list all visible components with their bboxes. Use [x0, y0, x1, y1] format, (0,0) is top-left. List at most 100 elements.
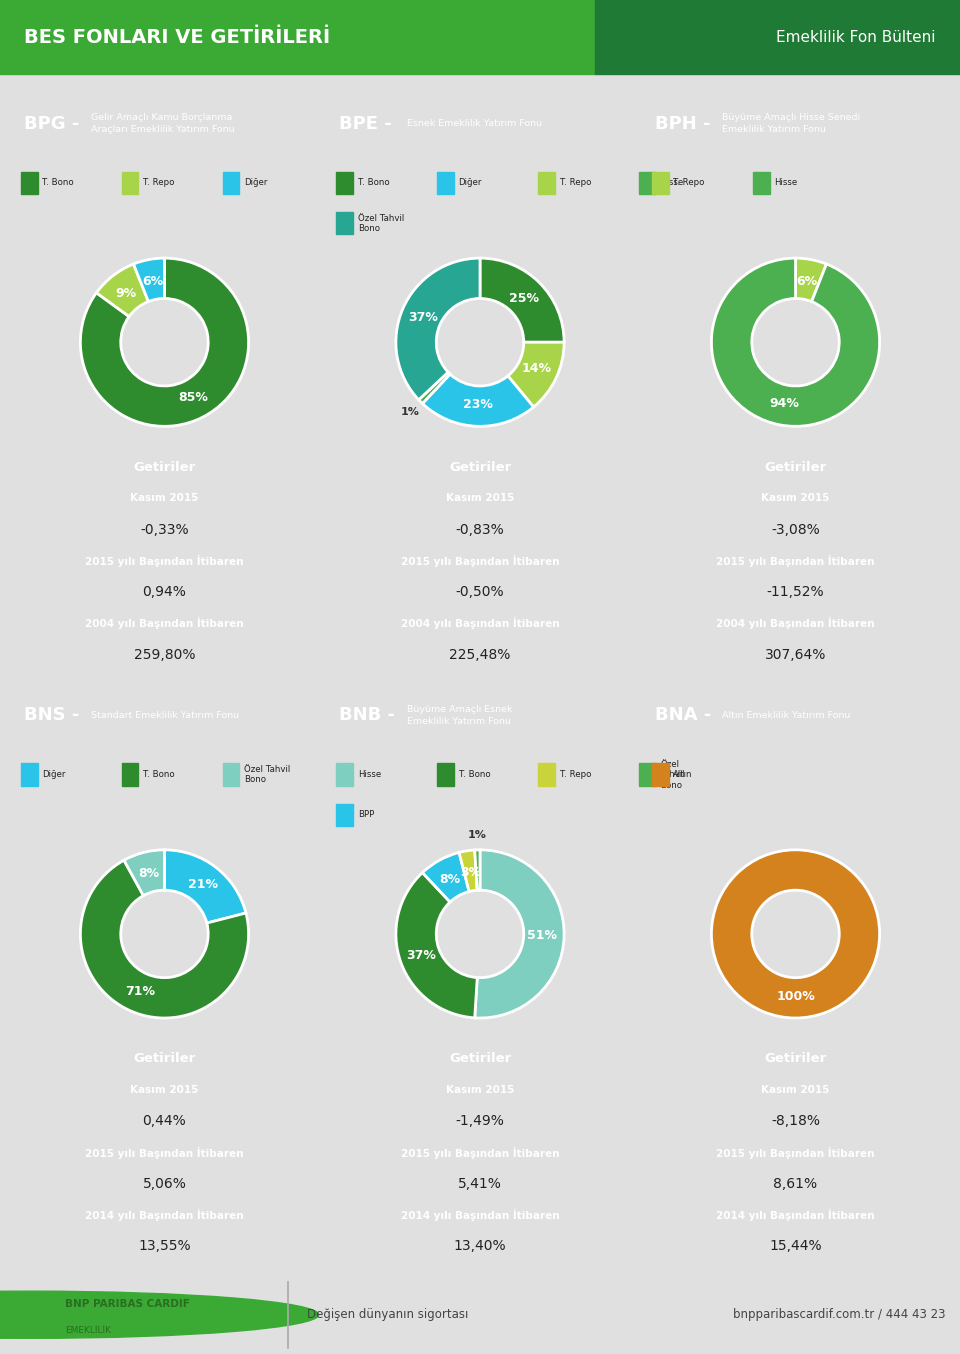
- Text: BPH -: BPH -: [655, 115, 710, 133]
- Text: Altın: Altın: [673, 770, 693, 779]
- Bar: [539, 764, 555, 785]
- Text: 2015 yılı Başından İtibaren: 2015 yılı Başından İtibaren: [716, 555, 875, 567]
- Wedge shape: [711, 259, 879, 427]
- Text: -0,33%: -0,33%: [140, 523, 189, 536]
- Bar: [639, 172, 656, 194]
- Text: Kasım 2015: Kasım 2015: [445, 1085, 515, 1095]
- Text: T. Repo: T. Repo: [143, 179, 175, 187]
- Wedge shape: [480, 259, 564, 343]
- Text: 13,40%: 13,40%: [454, 1239, 506, 1254]
- Text: 5,41%: 5,41%: [458, 1177, 502, 1190]
- Text: 13,55%: 13,55%: [138, 1239, 191, 1254]
- Text: 21%: 21%: [187, 879, 218, 891]
- Bar: [21, 172, 37, 194]
- Bar: [223, 172, 239, 194]
- Text: 2004 yılı Başından İtibaren: 2004 yılı Başından İtibaren: [400, 617, 560, 630]
- Text: Kasım 2015: Kasım 2015: [761, 1085, 829, 1095]
- Text: 94%: 94%: [769, 397, 799, 410]
- Wedge shape: [396, 259, 480, 399]
- Wedge shape: [419, 372, 450, 403]
- Text: bnpparibascardif.com.tr / 444 43 23: bnpparibascardif.com.tr / 444 43 23: [733, 1308, 946, 1322]
- Text: Altın Emeklilik Yatırım Fonu: Altın Emeklilik Yatırım Fonu: [722, 711, 851, 720]
- Text: 2014 yılı Başından İtibaren: 2014 yılı Başından İtibaren: [400, 1209, 560, 1221]
- Text: BNP PARIBAS CARDIF: BNP PARIBAS CARDIF: [65, 1298, 190, 1309]
- Text: BES FONLARI VE GETİRİLERİ: BES FONLARI VE GETİRİLERİ: [24, 27, 330, 47]
- Text: T. Bono: T. Bono: [358, 179, 389, 187]
- Bar: [122, 764, 138, 785]
- Text: Getiriler: Getiriler: [133, 460, 196, 474]
- Bar: [21, 764, 37, 785]
- Text: Getiriler: Getiriler: [133, 1052, 196, 1066]
- Text: Büyüme Amaçlı Hisse Senedi
Emeklilik Yatırım Fonu: Büyüme Amaçlı Hisse Senedi Emeklilik Yat…: [722, 114, 860, 134]
- Text: 307,64%: 307,64%: [765, 647, 827, 662]
- Text: Kasım 2015: Kasım 2015: [445, 493, 515, 504]
- Text: 2015 yılı Başından İtibaren: 2015 yılı Başından İtibaren: [400, 555, 560, 567]
- Text: 1%: 1%: [468, 830, 487, 839]
- Text: Getiriler: Getiriler: [764, 460, 827, 474]
- Bar: [753, 172, 770, 194]
- Text: -1,49%: -1,49%: [456, 1114, 504, 1128]
- Text: 37%: 37%: [406, 949, 437, 961]
- Text: 14%: 14%: [521, 363, 551, 375]
- Text: 2004 yılı Başından İtibaren: 2004 yılı Başından İtibaren: [85, 617, 244, 630]
- Wedge shape: [474, 850, 480, 891]
- Text: 8%: 8%: [138, 867, 159, 880]
- Text: 0,94%: 0,94%: [142, 585, 186, 598]
- Bar: [122, 172, 138, 194]
- Text: 100%: 100%: [776, 990, 815, 1003]
- Bar: [336, 804, 353, 826]
- Text: -0,83%: -0,83%: [456, 523, 504, 536]
- Text: 15,44%: 15,44%: [769, 1239, 822, 1254]
- Text: 9%: 9%: [116, 287, 137, 299]
- Text: 1%: 1%: [400, 408, 420, 417]
- Wedge shape: [796, 259, 827, 302]
- Text: Gelir Amaçlı Kamu Borçlanma
Araçları Emeklilik Yatırım Fonu: Gelir Amaçlı Kamu Borçlanma Araçları Eme…: [91, 114, 234, 134]
- Wedge shape: [96, 264, 149, 317]
- Text: T. Repo: T. Repo: [560, 770, 591, 779]
- Text: EMEKLİLİK: EMEKLİLİK: [65, 1326, 111, 1335]
- Wedge shape: [422, 374, 534, 427]
- Text: 37%: 37%: [408, 311, 438, 324]
- Wedge shape: [81, 860, 249, 1018]
- Text: 8,61%: 8,61%: [774, 1177, 818, 1190]
- Bar: [639, 764, 656, 785]
- Text: Değişen dünyanın sigortası: Değişen dünyanın sigortası: [307, 1308, 468, 1322]
- Text: 2014 yılı Başından İtibaren: 2014 yılı Başından İtibaren: [716, 1209, 875, 1221]
- Text: BNA -: BNA -: [655, 707, 711, 724]
- Bar: [336, 213, 353, 234]
- Bar: [336, 764, 353, 785]
- Text: Getiriler: Getiriler: [449, 1052, 511, 1066]
- Text: Kasım 2015: Kasım 2015: [131, 1085, 199, 1095]
- Text: Hisse: Hisse: [660, 179, 684, 187]
- Text: T. Repo: T. Repo: [673, 179, 705, 187]
- Text: T. Repo: T. Repo: [560, 179, 591, 187]
- Bar: [437, 172, 454, 194]
- Wedge shape: [508, 343, 564, 408]
- Text: BPP: BPP: [358, 811, 373, 819]
- Text: -0,50%: -0,50%: [456, 585, 504, 598]
- Wedge shape: [422, 853, 469, 902]
- Text: -3,08%: -3,08%: [771, 523, 820, 536]
- Text: Kasım 2015: Kasım 2015: [761, 493, 829, 504]
- Text: Getiriler: Getiriler: [764, 1052, 827, 1066]
- Text: Özel Tahvil
Bono: Özel Tahvil Bono: [244, 765, 290, 784]
- Text: 71%: 71%: [125, 984, 155, 998]
- Bar: [0, 0, 595, 74]
- Text: 2015 yılı Başından İtibaren: 2015 yılı Başından İtibaren: [85, 555, 244, 567]
- Text: 23%: 23%: [463, 398, 493, 410]
- Bar: [595, 0, 960, 74]
- Text: Büyüme Amaçlı Esnek
Emeklilik Yatırım Fonu: Büyüme Amaçlı Esnek Emeklilik Yatırım Fo…: [407, 705, 512, 726]
- Bar: [652, 764, 668, 785]
- Bar: [336, 172, 353, 194]
- Text: 25%: 25%: [509, 291, 539, 305]
- Text: Esnek Emeklilik Yatırım Fonu: Esnek Emeklilik Yatırım Fonu: [407, 119, 541, 129]
- Text: 2015 yılı Başından İtibaren: 2015 yılı Başından İtibaren: [85, 1147, 244, 1159]
- Text: 2014 yılı Başından İtibaren: 2014 yılı Başından İtibaren: [85, 1209, 244, 1221]
- Bar: [437, 764, 454, 785]
- Text: 85%: 85%: [178, 391, 207, 405]
- Text: 6%: 6%: [142, 275, 163, 287]
- Text: T. Bono: T. Bono: [42, 179, 74, 187]
- Text: 5,06%: 5,06%: [142, 1177, 186, 1190]
- Text: Emeklilik Fon Bülteni: Emeklilik Fon Bülteni: [777, 30, 936, 45]
- Text: BPG -: BPG -: [24, 115, 79, 133]
